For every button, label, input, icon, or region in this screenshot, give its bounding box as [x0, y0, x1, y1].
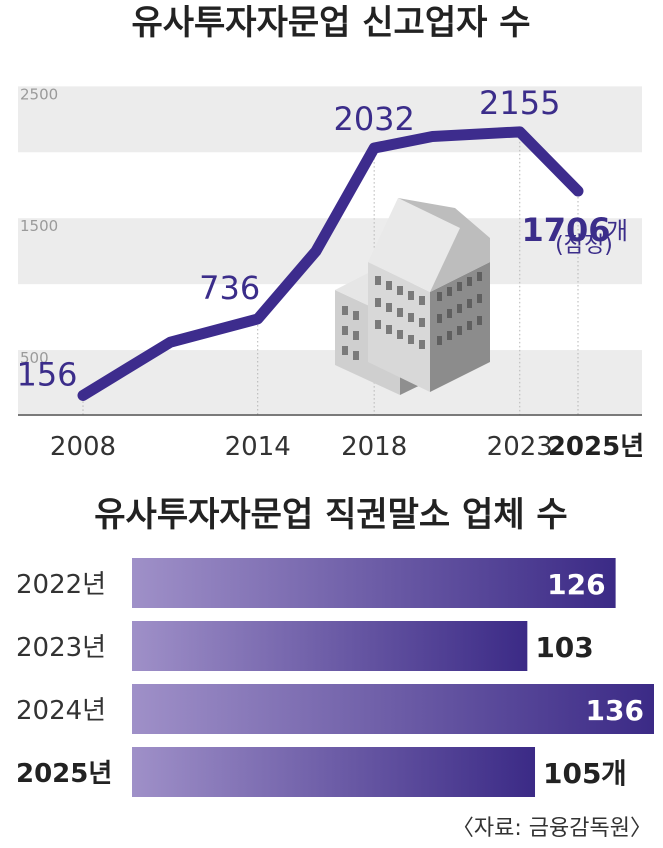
bar-series: 2022년 126 2023년 103 2024년 136 2025년 105 개 [16, 558, 654, 797]
bar-value-unit: 개 [601, 757, 627, 790]
data-point [256, 317, 259, 320]
x-tick-label: 2014 [225, 432, 291, 462]
bar-value-label: 105 [543, 757, 601, 790]
line-chart-title: 유사투자자문업 신고업자 수 [131, 3, 530, 43]
data-label-2025: 1706 [521, 211, 610, 249]
data-point [169, 341, 172, 344]
bar-value-label: 126 [547, 568, 605, 601]
line-series [77, 126, 584, 401]
bar-value-label: 136 [586, 694, 644, 727]
x-tick-label: 2018 [341, 432, 407, 462]
data-label-2014: 736 [199, 269, 260, 307]
data-label-unit: 개 [606, 217, 628, 245]
bar-value-label: 103 [535, 631, 593, 664]
bar-chart-title: 유사투자자문업 직권말소 업체 수 [94, 495, 567, 535]
y-tick-labels: 500 1500 2500 [20, 85, 58, 367]
data-label-2023: 2155 [479, 84, 560, 122]
y-tick-label: 500 [20, 349, 49, 367]
data-point [577, 190, 579, 193]
gridline-bands [18, 86, 642, 416]
x-tick-label: 2023 [487, 432, 553, 462]
gridline-band-2 [18, 86, 642, 153]
bar-category-label: 2024년 [16, 696, 106, 726]
bar-2 [132, 684, 654, 734]
series-line [77, 126, 584, 401]
data-point [314, 250, 317, 253]
final-note: (잠정) [555, 233, 613, 258]
data-point [373, 147, 376, 150]
x-tick-label: 2025년 [548, 432, 644, 462]
y-tick-label: 2500 [20, 85, 58, 103]
x-tick-label: 2008 [50, 432, 116, 462]
gridline-band-0 [18, 350, 642, 416]
bar-0 [132, 558, 616, 608]
data-point [518, 130, 521, 133]
y-tick-label: 1500 [20, 217, 58, 235]
data-label-2018: 2032 [333, 100, 414, 138]
bar-1 [132, 621, 528, 671]
bar-category-label: 2025년 [16, 759, 112, 789]
building-illustration [335, 198, 490, 395]
bar-3 [132, 747, 536, 797]
bar-category-label: 2023년 [16, 633, 106, 663]
source-note: 〈자료: 금융감독원〉 [452, 816, 652, 841]
data-point [82, 394, 84, 397]
data-label-2008: 156 [16, 355, 77, 393]
bar-category-label: 2022년 [16, 570, 106, 600]
data-point [431, 135, 434, 138]
